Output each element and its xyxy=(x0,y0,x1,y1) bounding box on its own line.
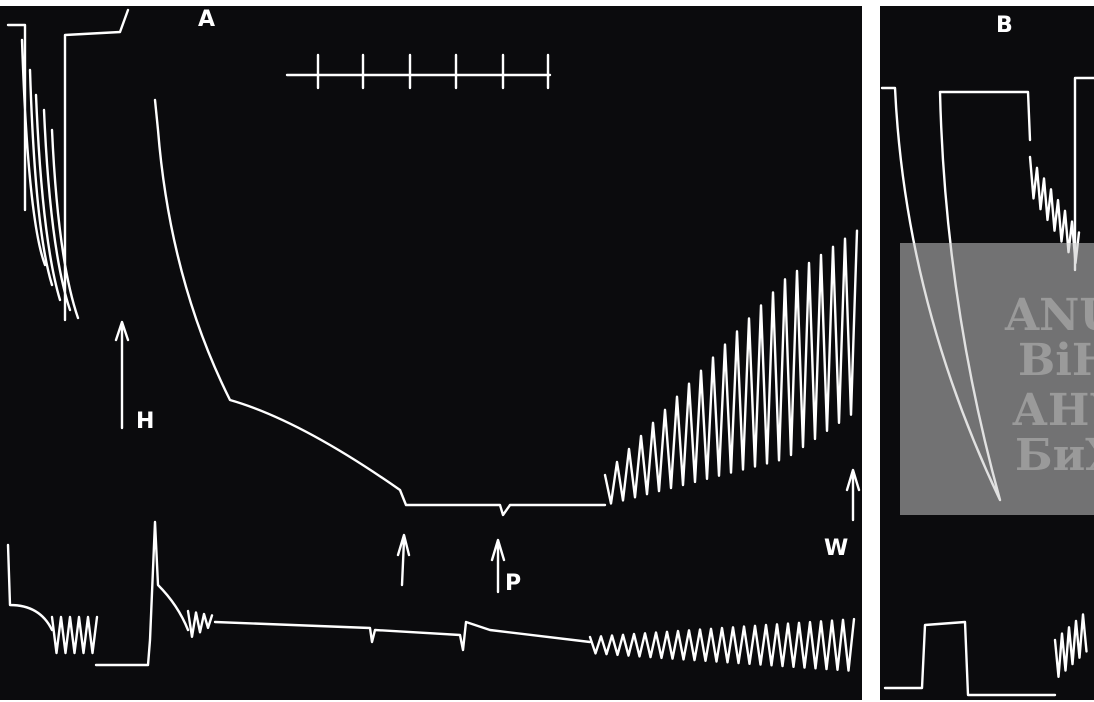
trace xyxy=(6,520,592,667)
arrow xyxy=(114,320,130,430)
arrow xyxy=(396,533,411,587)
watermark-text: АНУ xyxy=(1012,385,1094,436)
oscillation xyxy=(1053,613,1088,678)
traces xyxy=(6,8,1094,697)
panel-label: B xyxy=(996,13,1013,38)
trace xyxy=(6,8,130,322)
watermark-text: BiH xyxy=(1018,335,1094,386)
panel-label: A xyxy=(198,7,215,32)
scale-line xyxy=(285,53,552,90)
watermark-text: БиХ xyxy=(1015,430,1094,481)
panel-a-bg xyxy=(0,6,862,700)
watermark-text: ANU xyxy=(1004,290,1094,341)
oscillation xyxy=(186,609,214,638)
oscillation xyxy=(1028,155,1081,265)
oscillation xyxy=(588,617,856,672)
oscillation xyxy=(50,615,99,655)
arrow xyxy=(490,538,506,594)
arrow xyxy=(845,468,861,522)
trace xyxy=(153,98,607,517)
arrow-label: P xyxy=(505,571,521,596)
arrow-label: W xyxy=(824,536,848,561)
arrow-label: H xyxy=(136,409,154,434)
watermark: ANU BiH АНУ БиХ xyxy=(900,243,1094,515)
oscillation xyxy=(603,229,859,505)
scale-bar xyxy=(285,53,552,90)
arrows: H P W xyxy=(114,320,861,596)
watermark-bg xyxy=(900,243,1094,515)
